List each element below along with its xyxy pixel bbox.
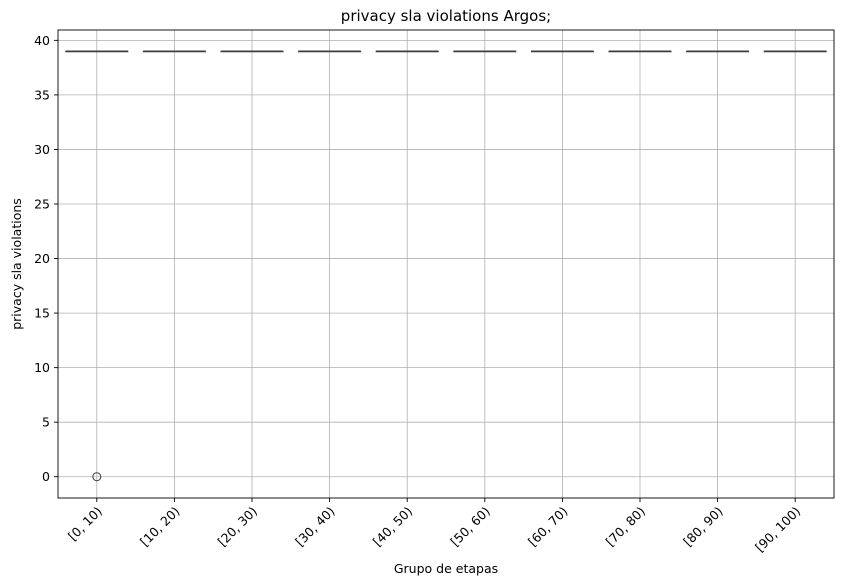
chart-title: privacy sla violations Argos;	[341, 7, 551, 25]
y-tick-label: 15	[34, 306, 50, 321]
y-tick-label: 5	[42, 415, 50, 430]
x-axis-label: Grupo de etapas	[394, 561, 498, 576]
box-8	[686, 50, 750, 53]
box-0	[65, 50, 129, 482]
y-tick-label: 20	[34, 251, 50, 266]
plot-frame	[57, 29, 835, 499]
y-tick-label: 40	[34, 33, 50, 48]
y-tick-label: 35	[34, 87, 50, 102]
y-axis-label: privacy sla violations	[9, 198, 24, 330]
box-1	[142, 50, 206, 53]
boxes	[65, 50, 827, 482]
box-4	[375, 50, 439, 53]
box-2	[220, 50, 284, 53]
box-5	[453, 50, 517, 53]
grid	[58, 30, 834, 498]
box-9	[763, 50, 827, 53]
box-7	[608, 50, 672, 53]
box-6	[530, 50, 594, 53]
y-tick-label: 30	[34, 142, 50, 157]
y-tick-label: 25	[34, 197, 50, 212]
box-3	[298, 50, 362, 53]
y-tick-label: 10	[34, 360, 50, 375]
y-tick-label: 0	[42, 469, 50, 484]
outlier-point	[92, 472, 102, 482]
